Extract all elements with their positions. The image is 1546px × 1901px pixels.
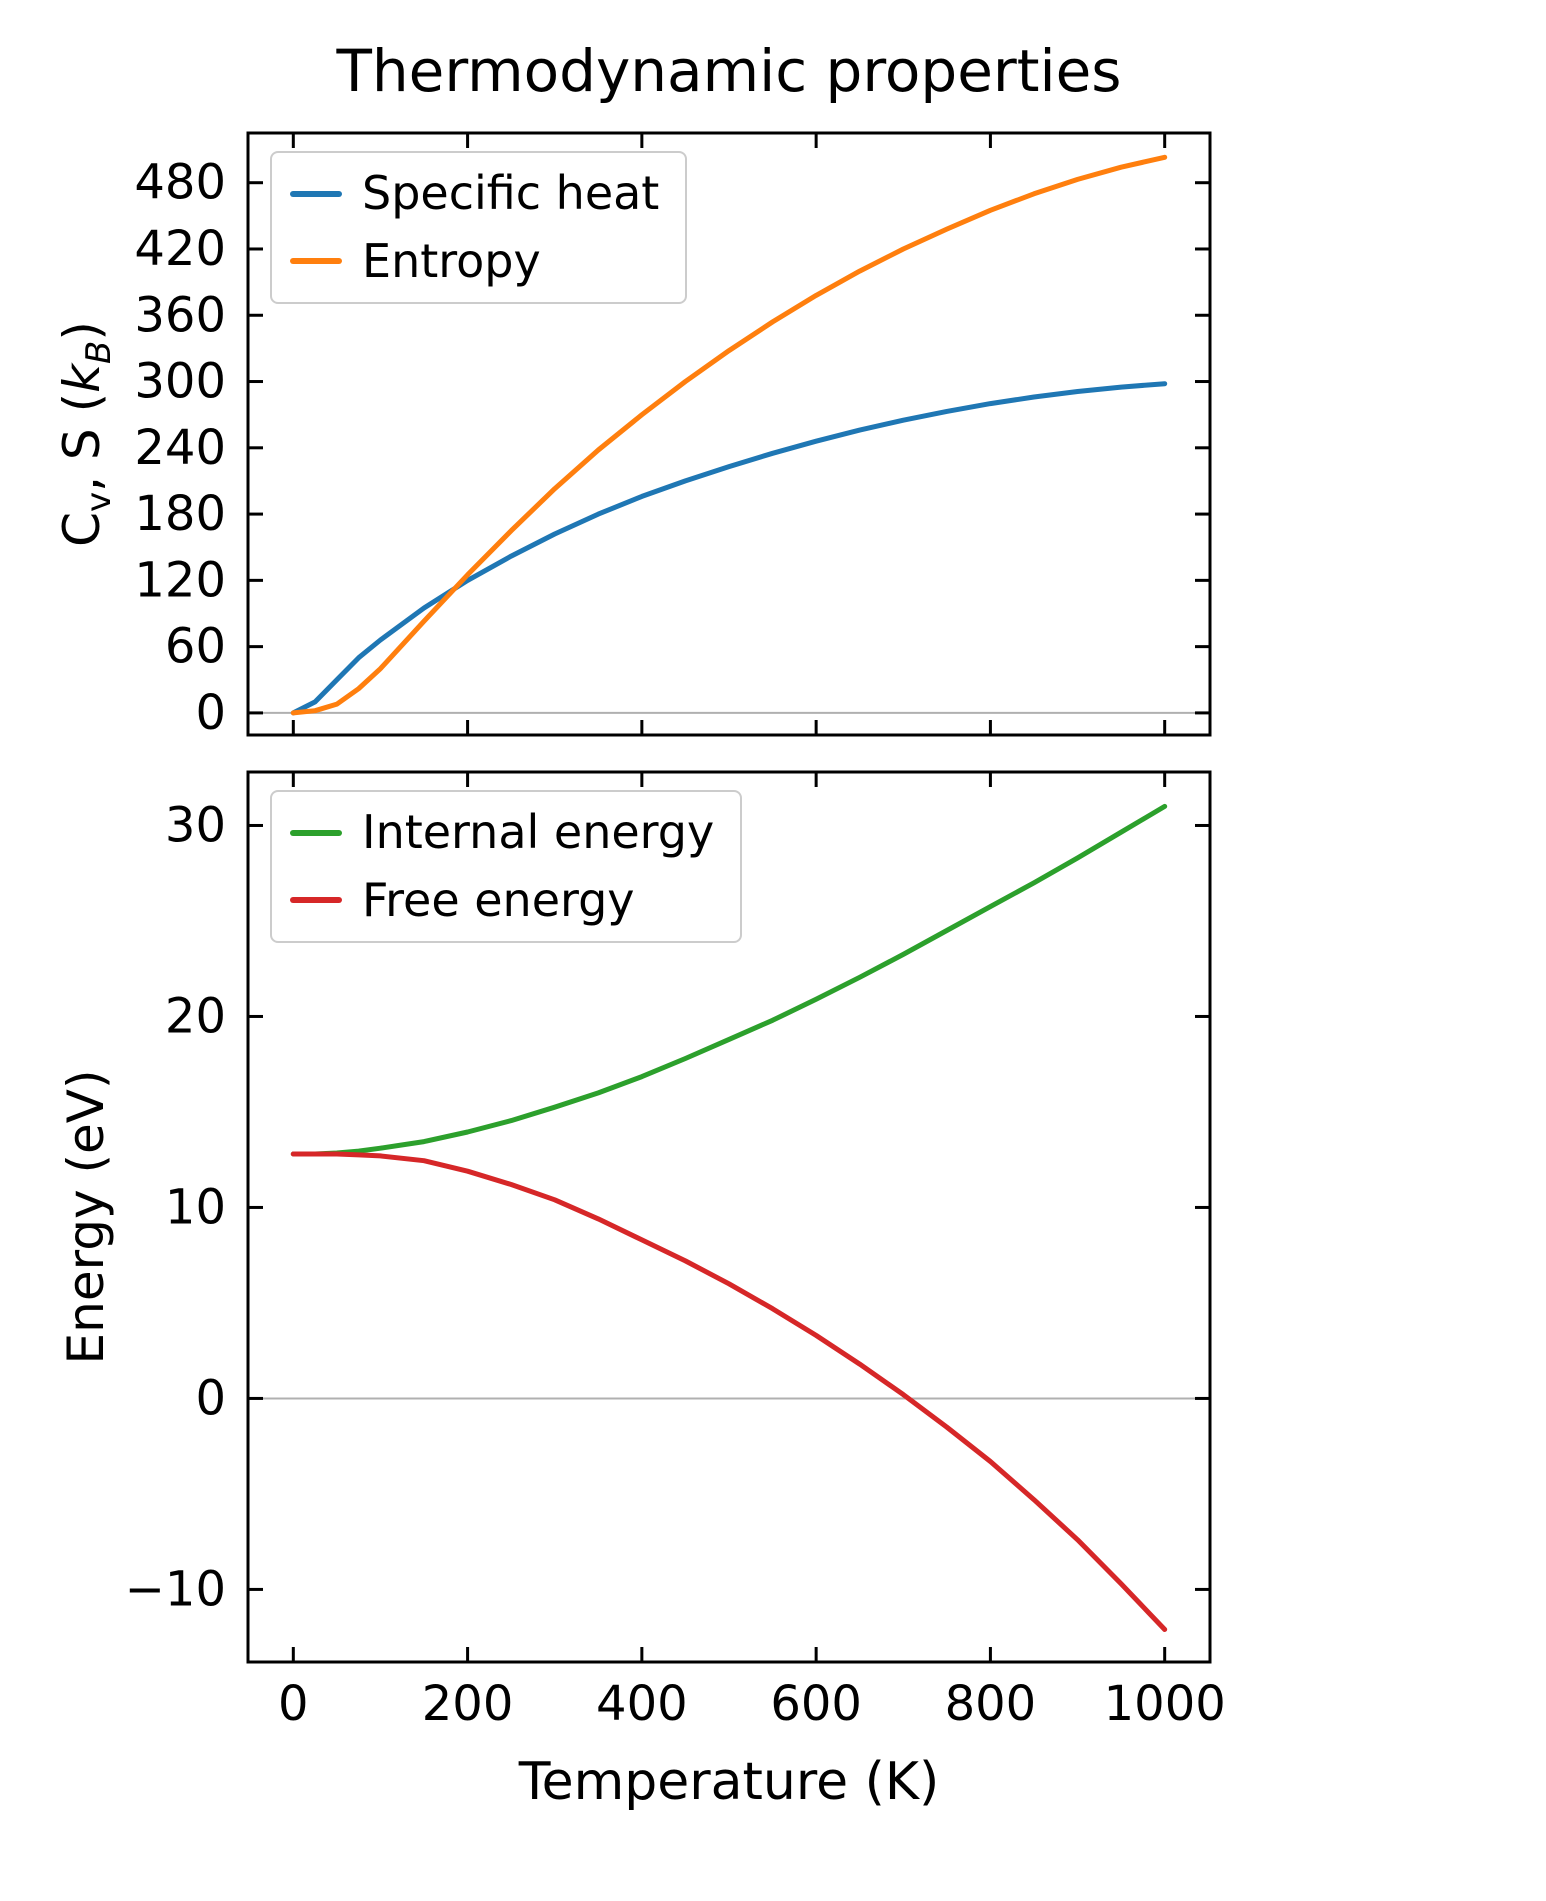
bottom-plot-svg: 0 200 400 600 800 1000 −10 0 10 20 30 — [125, 770, 1226, 1732]
y-tick-label: 180 — [134, 486, 226, 542]
bottom-legend: Internal energy Free energy — [270, 790, 743, 943]
ylabel-c: C — [53, 511, 111, 547]
internal-energy-swatch — [290, 829, 342, 836]
free-energy-swatch — [290, 897, 342, 904]
y-tick-label: 0 — [195, 685, 226, 741]
ylabel-sub-v: v — [79, 491, 119, 512]
x-tick-label: 600 — [770, 1676, 862, 1732]
y-tick-label: 60 — [165, 619, 226, 675]
y-tick-label: 0 — [195, 1370, 226, 1426]
series-line-free-energy — [290, 1151, 1168, 1632]
legend-entry-internal-energy: Internal energy — [290, 804, 714, 862]
bottom-axes: 0 200 400 600 800 1000 −10 0 10 20 30 Internal ene… — [125, 770, 1226, 1732]
series-line-internal-energy — [290, 803, 1168, 1157]
y-tick-label: 30 — [165, 797, 226, 853]
ylabel-mid: , S ( — [53, 392, 111, 492]
y-tick-label: 10 — [165, 1179, 226, 1235]
legend-label-entropy: Entropy — [362, 233, 541, 288]
x-tick-label: 1000 — [1104, 1676, 1226, 1732]
legend-entry-entropy: Entropy — [290, 233, 659, 291]
top-axes: 0 60 120 180 240 300 360 420 480 Specific heat E… — [134, 131, 1212, 741]
axes-spines — [246, 770, 1212, 1664]
bottom-y-axis-label: Energy (eV) — [57, 1069, 115, 1365]
x-tick-label: 400 — [596, 1676, 688, 1732]
y-tick-label: 240 — [134, 420, 226, 476]
top-plot-svg: 0 60 120 180 240 300 360 420 480 — [134, 131, 1212, 741]
top-legend: Specific heat Entropy — [270, 151, 688, 304]
figure-title: Thermodynamic properties — [336, 37, 1122, 105]
legend-label-specific-heat: Specific heat — [362, 166, 660, 220]
series-line-specific-heat — [290, 381, 1168, 716]
legend-entry-free-energy: Free energy — [290, 872, 714, 930]
y-tick-label: 20 — [165, 988, 226, 1044]
entropy-swatch — [290, 258, 342, 265]
legend-label-internal-energy: Internal energy — [362, 805, 715, 859]
top-y-axis-label: Cv, S (kB) — [53, 321, 119, 547]
ylabel-sub-b: B — [79, 340, 119, 364]
y-tick-label: 120 — [134, 552, 226, 608]
x-axis-label: Temperature (K) — [518, 1752, 940, 1812]
x-tick-label: 0 — [278, 1676, 309, 1732]
y-tick-label: 360 — [134, 287, 226, 343]
ylabel-k: k — [53, 363, 111, 393]
x-tick-label: 200 — [422, 1676, 514, 1732]
y-tick-label: −10 — [125, 1561, 226, 1617]
axes-spines — [246, 131, 1212, 737]
series-line-entropy — [290, 154, 1168, 716]
y-tick-label: 480 — [134, 155, 226, 211]
ylabel-end: ) — [53, 321, 111, 341]
x-tick-label: 800 — [945, 1676, 1037, 1732]
y-tick-label: 420 — [134, 221, 226, 277]
legend-label-free-energy: Free energy — [362, 872, 635, 927]
specific-heat-swatch — [290, 190, 342, 197]
y-tick-label: 300 — [134, 354, 226, 410]
legend-entry-specific-heat: Specific heat — [290, 165, 659, 223]
